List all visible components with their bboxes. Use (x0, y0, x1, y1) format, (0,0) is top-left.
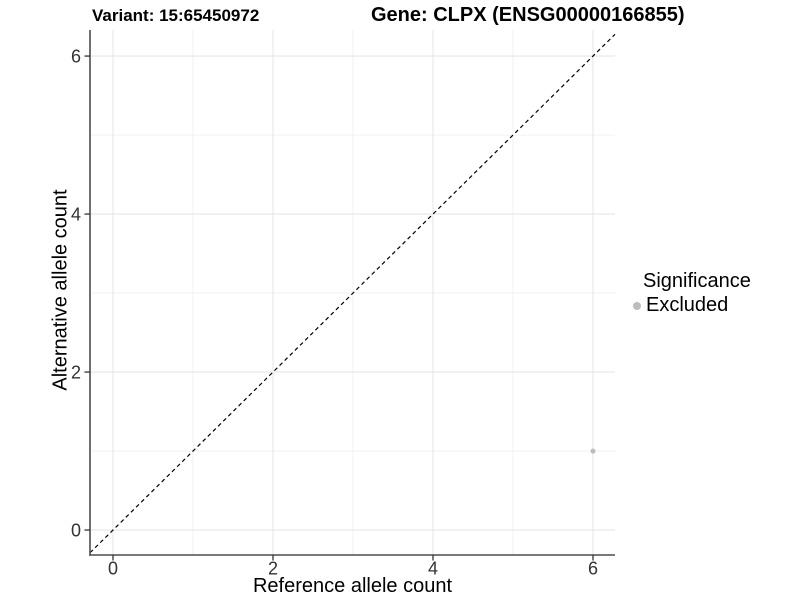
x-tick-label: 2 (268, 559, 278, 579)
y-tick-label: 2 (71, 362, 81, 382)
y-axis-title: Alternative allele count (49, 189, 72, 391)
data-point (590, 448, 596, 454)
gene-title: Gene: CLPX (ENSG00000166855) (371, 4, 685, 26)
legend: Significance Excluded (628, 270, 751, 317)
variant-title: Variant: 15:65450972 (92, 6, 260, 25)
y-tick-label: 0 (71, 520, 81, 540)
legend-item-excluded: Excluded (628, 294, 751, 317)
legend-item-label: Excluded (646, 294, 729, 316)
y-tick-label: 4 (71, 204, 81, 224)
x-tick-label: 0 (108, 559, 118, 579)
x-tick-label: 4 (428, 559, 438, 579)
legend-title: Significance (643, 270, 751, 292)
x-axis-title: Reference allele count (252, 575, 452, 597)
identity-line (89, 33, 616, 554)
y-tick-label: 6 (71, 46, 81, 66)
x-tick-label: 6 (588, 559, 598, 579)
excluded-point-icon (633, 301, 641, 310)
